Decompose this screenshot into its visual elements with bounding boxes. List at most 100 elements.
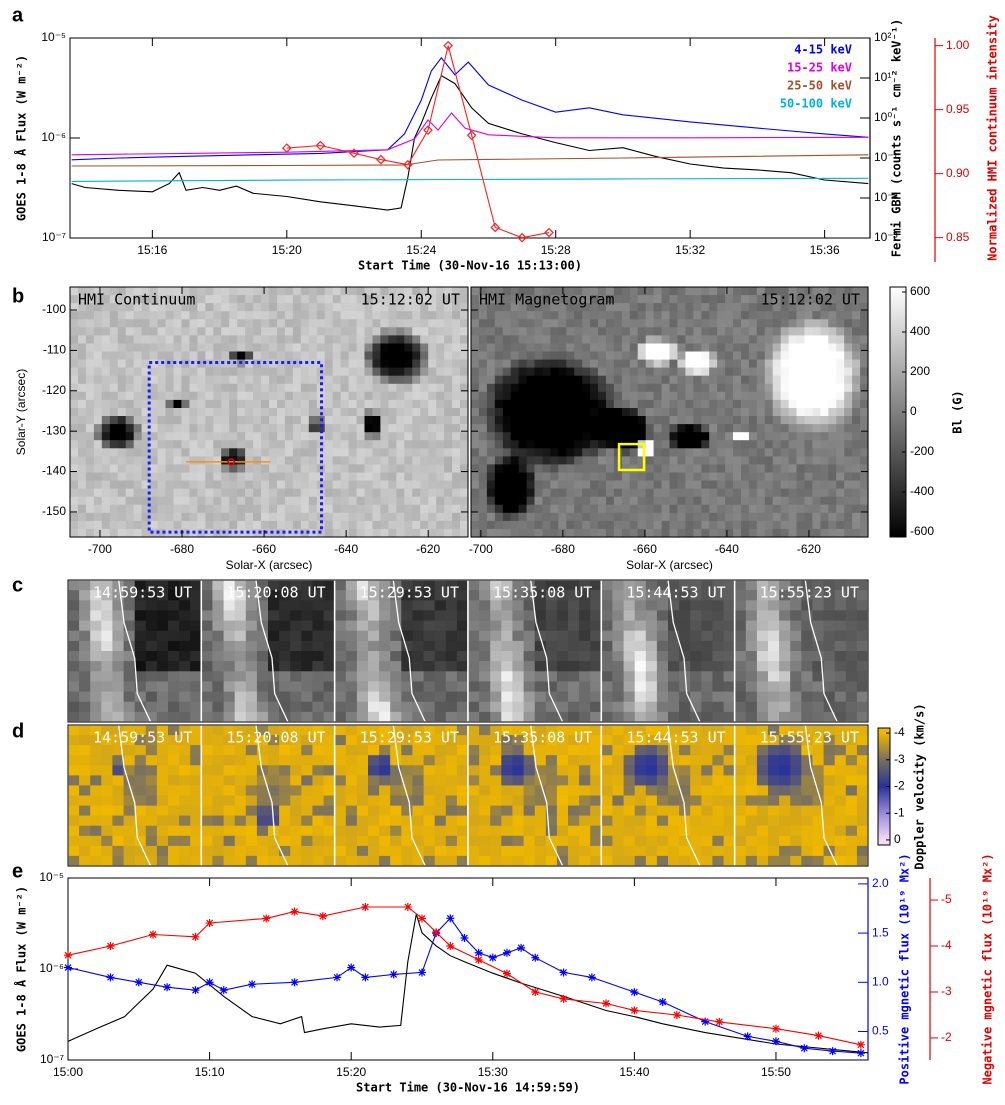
image-pixel (590, 855, 602, 867)
image-pixel (356, 805, 369, 817)
colorbar-tick-label: 0 (910, 404, 917, 418)
image-pixel (452, 359, 461, 369)
image-pixel (613, 287, 623, 296)
image-pixel (368, 825, 380, 837)
image-pixel (550, 440, 559, 449)
image-pixel (764, 327, 774, 336)
image-pixel (428, 456, 437, 466)
image-pixel (133, 480, 143, 490)
image-pixel (701, 681, 713, 693)
image-pixel (471, 440, 480, 449)
image-pixel (860, 399, 869, 409)
image-pixel (601, 640, 613, 652)
image-pixel (268, 735, 280, 746)
image-pixel (780, 351, 790, 361)
image-pixel (568, 735, 580, 746)
image-pixel (780, 504, 790, 514)
image-pixel (460, 391, 469, 401)
image-pixel (380, 448, 389, 457)
image-pixel (512, 610, 525, 622)
image-pixel (574, 303, 583, 312)
region-box (617, 442, 646, 472)
image-pixel (253, 448, 262, 457)
image-pixel (478, 319, 488, 328)
image-pixel (340, 488, 350, 498)
image-pixel (436, 351, 445, 361)
image-pixel (456, 795, 469, 807)
image-pixel (380, 512, 389, 522)
image-pixel (790, 610, 802, 622)
image-pixel (494, 448, 504, 457)
image-pixel (512, 711, 525, 723)
image-pixel (269, 287, 278, 296)
image-pixel (412, 327, 421, 336)
image-pixel (685, 448, 694, 457)
image-pixel (404, 528, 413, 538)
image-pixel (613, 432, 623, 441)
image-pixel (545, 775, 558, 787)
image-pixel (205, 287, 214, 296)
image-pixel (725, 464, 734, 474)
image-pixel (566, 472, 575, 482)
image-pixel (396, 327, 405, 336)
image-pixel (804, 359, 813, 369)
image-pixel (444, 432, 453, 441)
image-pixel (141, 512, 151, 522)
image-pixel (234, 671, 247, 682)
image-pixel (772, 528, 782, 538)
image-pixel (256, 735, 269, 746)
image-pixel (340, 351, 350, 361)
image-pixel (568, 755, 580, 766)
image-pixel (179, 691, 191, 703)
image-pixel (141, 424, 151, 433)
image-pixel (168, 681, 180, 693)
image-pixel (494, 488, 504, 498)
image-pixel (629, 319, 639, 328)
image-pixel (772, 416, 782, 425)
image-pixel (213, 319, 222, 328)
image-pixel (223, 701, 236, 713)
image-pixel (836, 408, 845, 417)
image-pixel (396, 359, 405, 369)
image-pixel (292, 456, 302, 466)
image-pixel (279, 711, 291, 723)
image-pixel (579, 630, 591, 642)
image-pixel (661, 408, 671, 417)
image-pixel (134, 845, 147, 857)
image-pixel (502, 408, 512, 417)
image-pixel (526, 391, 536, 401)
image-pixel (471, 464, 480, 474)
image-pixel (836, 383, 845, 393)
image-pixel (93, 472, 103, 482)
image-pixel (268, 765, 280, 776)
image-pixel (372, 351, 382, 361)
image-pixel (356, 351, 366, 361)
image-pixel (101, 610, 113, 622)
image-pixel (582, 408, 591, 417)
image-pixel (502, 351, 512, 361)
image-pixel (205, 496, 214, 506)
image-pixel (261, 375, 270, 385)
image-pixel (502, 416, 512, 425)
image-pixel (834, 661, 847, 672)
image-pixel (279, 691, 291, 703)
image-pixel (693, 319, 702, 328)
image-pixel (93, 359, 103, 369)
image-pixel (423, 765, 436, 776)
image-pixel (109, 375, 119, 385)
image-pixel (269, 359, 278, 369)
image-pixel (725, 351, 734, 361)
image-pixel (598, 343, 607, 353)
image-pixel (685, 504, 694, 514)
image-pixel (101, 408, 111, 417)
image-pixel (629, 472, 639, 482)
image-pixel (518, 448, 528, 457)
image-pixel (693, 424, 702, 433)
image-pixel (256, 785, 269, 797)
image-pixel (234, 745, 247, 756)
image-pixel (856, 661, 869, 672)
image-pixel (693, 480, 702, 490)
image-pixel (401, 765, 413, 776)
image-pixel (772, 424, 782, 433)
image-pixel (788, 303, 798, 312)
